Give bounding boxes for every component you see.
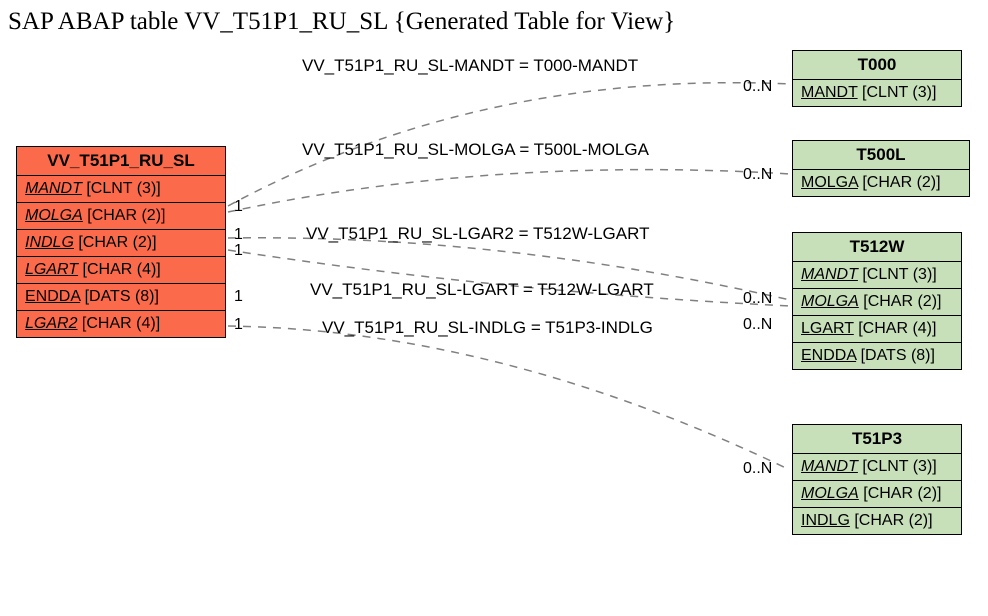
cardinality-right: 0..N <box>743 460 772 478</box>
entity-field: LGART [CHAR (4)] <box>793 316 961 343</box>
relation-label: VV_T51P1_RU_SL-MOLGA = T500L-MOLGA <box>302 140 649 160</box>
cardinality-right: 0..N <box>743 316 772 334</box>
entity-t000-header: T000 <box>793 51 961 80</box>
entity-t512w: T512W MANDT [CLNT (3)]MOLGA [CHAR (2)]LG… <box>792 232 962 370</box>
entity-t51p3-header: T51P3 <box>793 425 961 454</box>
entity-field: LGAR2 [CHAR (4)] <box>17 311 225 337</box>
entity-field: ENDDA [DATS (8)] <box>17 284 225 311</box>
entity-main-header: VV_T51P1_RU_SL <box>17 147 225 176</box>
cardinality-right: 0..N <box>743 290 772 308</box>
relation-label: VV_T51P1_RU_SL-LGAR2 = T512W-LGART <box>306 224 649 244</box>
cardinality-left: 1 <box>234 316 243 334</box>
entity-field: LGART [CHAR (4)] <box>17 257 225 284</box>
entity-field: MANDT [CLNT (3)] <box>793 262 961 289</box>
entity-field: ENDDA [DATS (8)] <box>793 343 961 369</box>
cardinality-left: 1 <box>234 288 243 306</box>
entity-field: INDLG [CHAR (2)] <box>793 508 961 534</box>
relation-label: VV_T51P1_RU_SL-LGART = T512W-LGART <box>310 280 654 300</box>
relation-label: VV_T51P1_RU_SL-INDLG = T51P3-INDLG <box>322 318 653 338</box>
relation-label: VV_T51P1_RU_SL-MANDT = T000-MANDT <box>302 56 638 76</box>
entity-main: VV_T51P1_RU_SL MANDT [CLNT (3)]MOLGA [CH… <box>16 146 226 338</box>
entity-t51p3: T51P3 MANDT [CLNT (3)]MOLGA [CHAR (2)]IN… <box>792 424 962 535</box>
entity-field: MANDT [CLNT (3)] <box>793 80 961 106</box>
cardinality-left: 1 <box>234 242 243 260</box>
cardinality-right: 0..N <box>743 166 772 184</box>
entity-field: MOLGA [CHAR (2)] <box>793 481 961 508</box>
entity-field: MOLGA [CHAR (2)] <box>793 170 969 196</box>
entity-t500l-header: T500L <box>793 141 969 170</box>
entity-t000: T000 MANDT [CLNT (3)] <box>792 50 962 107</box>
entity-field: MANDT [CLNT (3)] <box>17 176 225 203</box>
entity-t500l: T500L MOLGA [CHAR (2)] <box>792 140 970 197</box>
entity-field: MANDT [CLNT (3)] <box>793 454 961 481</box>
cardinality-left: 1 <box>234 198 243 216</box>
entity-field: INDLG [CHAR (2)] <box>17 230 225 257</box>
cardinality-right: 0..N <box>743 78 772 96</box>
entity-field: MOLGA [CHAR (2)] <box>793 289 961 316</box>
entity-t512w-header: T512W <box>793 233 961 262</box>
entity-field: MOLGA [CHAR (2)] <box>17 203 225 230</box>
page-title: SAP ABAP table VV_T51P1_RU_SL {Generated… <box>8 8 675 36</box>
